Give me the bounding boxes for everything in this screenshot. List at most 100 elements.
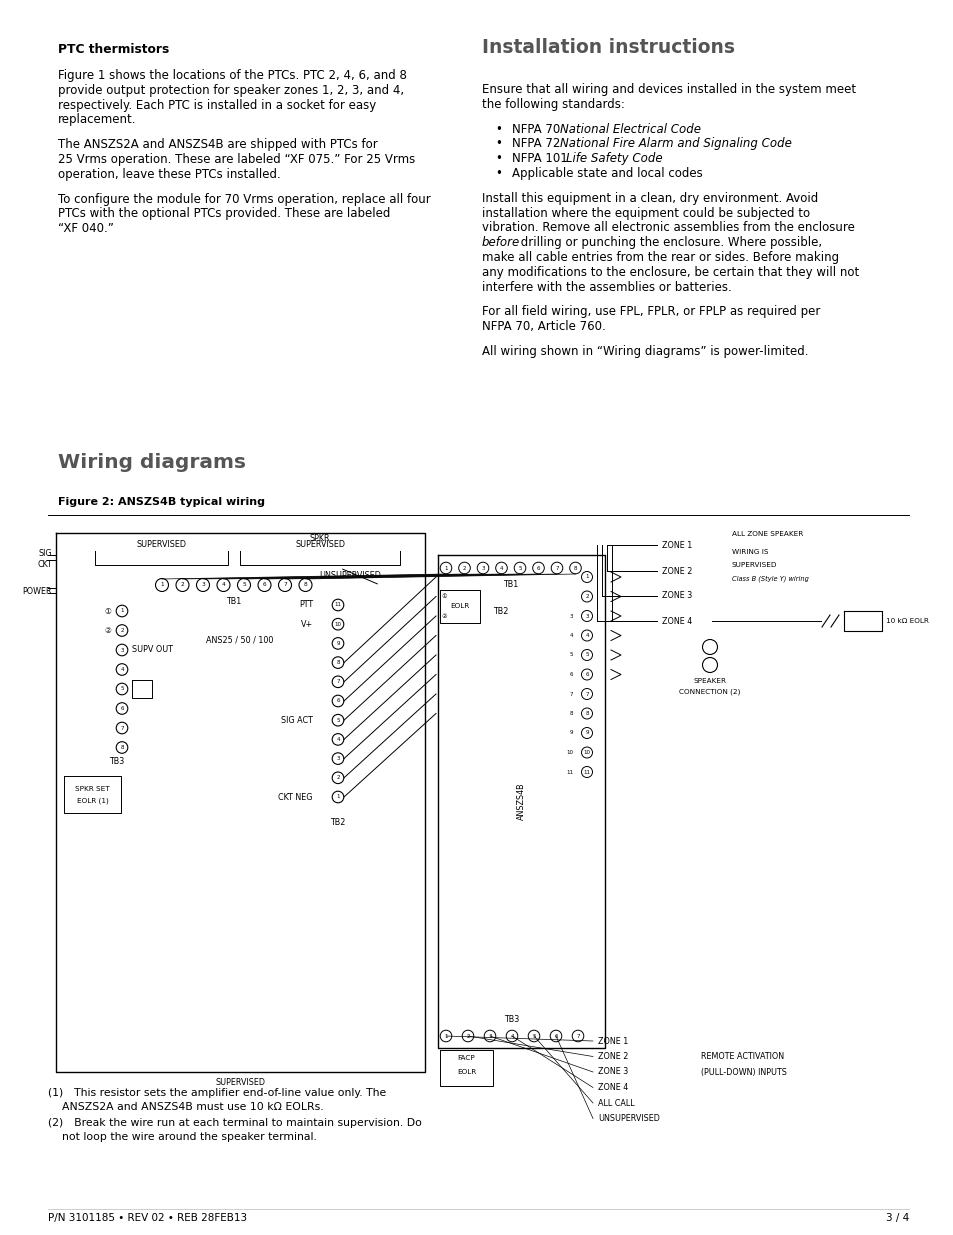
Text: National Fire Alarm and Signaling Code: National Fire Alarm and Signaling Code bbox=[559, 137, 791, 151]
Text: operation, leave these PTCs installed.: operation, leave these PTCs installed. bbox=[58, 168, 280, 180]
Text: 10: 10 bbox=[335, 621, 341, 626]
Text: V+: V+ bbox=[300, 620, 313, 629]
Text: POWER: POWER bbox=[23, 587, 52, 595]
Text: SIG
CKT: SIG CKT bbox=[37, 548, 52, 569]
Text: TB1: TB1 bbox=[226, 597, 241, 606]
Text: UNSUPERVISED: UNSUPERVISED bbox=[318, 572, 380, 580]
Text: PTCs with the optional PTCs provided. These are labeled: PTCs with the optional PTCs provided. Th… bbox=[58, 207, 390, 220]
Text: respectively. Each PTC is installed in a socket for easy: respectively. Each PTC is installed in a… bbox=[58, 99, 375, 111]
Text: TB3: TB3 bbox=[110, 757, 125, 767]
Text: 1: 1 bbox=[160, 583, 164, 588]
Text: TB1: TB1 bbox=[502, 580, 517, 589]
Text: ②: ② bbox=[105, 626, 112, 635]
Text: 11: 11 bbox=[583, 769, 590, 774]
Text: SUPV OUT: SUPV OUT bbox=[132, 646, 172, 655]
Text: 11: 11 bbox=[565, 769, 573, 774]
Text: CKT NEG: CKT NEG bbox=[278, 793, 313, 802]
Text: ①: ① bbox=[105, 606, 112, 615]
Text: 5: 5 bbox=[335, 718, 339, 722]
Text: vibration. Remove all electronic assemblies from the enclosure: vibration. Remove all electronic assembl… bbox=[481, 221, 854, 235]
Text: Wiring diagrams: Wiring diagrams bbox=[58, 453, 246, 472]
Text: replacement.: replacement. bbox=[58, 114, 136, 126]
Text: 7: 7 bbox=[555, 566, 558, 571]
Text: SUPERVISED: SUPERVISED bbox=[294, 540, 345, 550]
Text: ②: ② bbox=[440, 614, 446, 619]
Text: 2: 2 bbox=[462, 566, 466, 571]
Text: NFPA 101: NFPA 101 bbox=[512, 152, 571, 165]
Text: the following standards:: the following standards: bbox=[481, 98, 624, 111]
Text: 6: 6 bbox=[584, 672, 588, 677]
Text: 8: 8 bbox=[573, 566, 577, 571]
Text: 1: 1 bbox=[584, 574, 588, 579]
Text: 6: 6 bbox=[569, 672, 573, 677]
Text: 3: 3 bbox=[480, 566, 484, 571]
Text: 10: 10 bbox=[583, 750, 590, 755]
Text: 8: 8 bbox=[584, 711, 588, 716]
Text: ZONE 4: ZONE 4 bbox=[598, 1083, 628, 1092]
Text: 9: 9 bbox=[569, 730, 573, 736]
Text: “XF 040.”: “XF 040.” bbox=[58, 222, 113, 235]
Text: Life Safety Code: Life Safety Code bbox=[565, 152, 661, 165]
Text: UNSUPERVISED: UNSUPERVISED bbox=[598, 1114, 659, 1123]
Text: SIG ACT: SIG ACT bbox=[281, 716, 313, 725]
Text: provide output protection for speaker zones 1, 2, 3, and 4,: provide output protection for speaker zo… bbox=[58, 84, 404, 96]
Text: (2) Break the wire run at each terminal to maintain supervision. Do
    not loop: (2) Break the wire run at each terminal … bbox=[48, 1118, 421, 1142]
Text: 9: 9 bbox=[335, 641, 339, 646]
Text: (PULL-DOWN) INPUTS: (PULL-DOWN) INPUTS bbox=[700, 1067, 786, 1077]
Text: NFPA 72: NFPA 72 bbox=[512, 137, 563, 151]
Text: P/N 3101185 • REV 02 • REB 28FEB13: P/N 3101185 • REV 02 • REB 28FEB13 bbox=[48, 1213, 247, 1223]
Text: SUPERVISED: SUPERVISED bbox=[136, 540, 186, 550]
Text: 5: 5 bbox=[569, 652, 573, 657]
Text: 10 kΩ EOLR: 10 kΩ EOLR bbox=[885, 618, 928, 624]
Text: 4: 4 bbox=[221, 583, 225, 588]
Text: 3: 3 bbox=[201, 583, 205, 588]
Text: 8: 8 bbox=[303, 583, 307, 588]
Text: ZONE 3: ZONE 3 bbox=[661, 592, 692, 600]
Text: 25 Vrms operation. These are labeled “XF 075.” For 25 Vrms: 25 Vrms operation. These are labeled “XF… bbox=[58, 153, 415, 165]
Text: 5: 5 bbox=[242, 583, 246, 588]
Text: SPKR: SPKR bbox=[310, 535, 330, 543]
Text: Applicable state and local codes: Applicable state and local codes bbox=[512, 167, 702, 180]
Text: •: • bbox=[495, 137, 501, 151]
Text: 7: 7 bbox=[576, 1034, 579, 1039]
Text: PTT: PTT bbox=[298, 600, 313, 610]
Text: NFPA 70, Article 760.: NFPA 70, Article 760. bbox=[481, 320, 605, 333]
Text: 7: 7 bbox=[584, 692, 588, 697]
Text: ZONE 4: ZONE 4 bbox=[661, 616, 692, 625]
Text: 4: 4 bbox=[510, 1034, 514, 1039]
Text: All wiring shown in “Wiring diagrams” is power-limited.: All wiring shown in “Wiring diagrams” is… bbox=[481, 345, 807, 358]
Text: CONNECTION (2): CONNECTION (2) bbox=[679, 689, 740, 695]
Text: Installation instructions: Installation instructions bbox=[481, 38, 734, 57]
Text: Install this equipment in a clean, dry environment. Avoid: Install this equipment in a clean, dry e… bbox=[481, 191, 818, 205]
Text: 4: 4 bbox=[335, 737, 339, 742]
Text: installation where the equipment could be subjected to: installation where the equipment could b… bbox=[481, 206, 809, 220]
Text: 1: 1 bbox=[120, 609, 124, 614]
Text: 3: 3 bbox=[584, 614, 588, 619]
Text: 9: 9 bbox=[584, 730, 588, 736]
Text: 4: 4 bbox=[499, 566, 503, 571]
Text: 11: 11 bbox=[335, 603, 341, 608]
Text: EOLR: EOLR bbox=[456, 1070, 476, 1074]
Text: Ensure that all wiring and devices installed in the system meet: Ensure that all wiring and devices insta… bbox=[481, 83, 855, 96]
Text: 1: 1 bbox=[335, 794, 339, 799]
Text: ZONE 2: ZONE 2 bbox=[661, 567, 692, 576]
Text: ①: ① bbox=[440, 594, 446, 599]
Text: ALL ZONE SPEAKER: ALL ZONE SPEAKER bbox=[731, 531, 802, 537]
Text: any modifications to the enclosure, be certain that they will not: any modifications to the enclosure, be c… bbox=[481, 266, 859, 279]
Text: drilling or punching the enclosure. Where possible,: drilling or punching the enclosure. Wher… bbox=[517, 236, 821, 249]
Text: 2: 2 bbox=[335, 776, 339, 781]
Text: 3 / 4: 3 / 4 bbox=[884, 1213, 908, 1223]
Text: Figure 1 shows the locations of the PTCs. PTC 2, 4, 6, and 8: Figure 1 shows the locations of the PTCs… bbox=[58, 69, 406, 82]
Text: ANSZS4B: ANSZS4B bbox=[517, 783, 525, 820]
Text: •: • bbox=[495, 152, 501, 165]
Text: interfere with the assemblies or batteries.: interfere with the assemblies or batteri… bbox=[481, 280, 731, 294]
Text: 6: 6 bbox=[537, 566, 539, 571]
Text: ZONE 2: ZONE 2 bbox=[598, 1052, 628, 1061]
Text: 3: 3 bbox=[335, 756, 339, 761]
Text: (1) This resistor sets the amplifier end-of-line value only. The
    ANSZS2A and: (1) This resistor sets the amplifier end… bbox=[48, 1088, 386, 1112]
Text: National Electrical Code: National Electrical Code bbox=[559, 122, 700, 136]
Text: Class B (Style Y) wiring: Class B (Style Y) wiring bbox=[731, 576, 808, 582]
Text: Figure 2: ANSZS4B typical wiring: Figure 2: ANSZS4B typical wiring bbox=[58, 496, 265, 508]
Text: SUPERVISED: SUPERVISED bbox=[215, 1078, 265, 1087]
Text: 1: 1 bbox=[444, 1034, 447, 1039]
